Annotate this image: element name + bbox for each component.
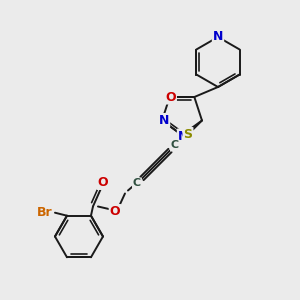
Text: N: N [159,114,169,127]
Text: S: S [184,128,193,141]
Text: O: O [165,91,176,103]
Text: C: C [171,140,179,151]
Text: O: O [98,176,108,189]
Text: Br: Br [37,206,53,219]
Text: O: O [110,205,120,218]
Text: N: N [213,31,223,44]
Text: N: N [178,130,188,142]
Text: C: C [133,178,141,188]
